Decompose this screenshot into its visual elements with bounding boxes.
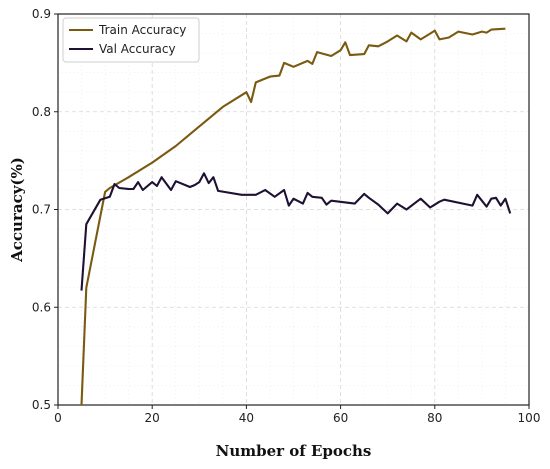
ticks: 0 20 40 60 80 100 0.5 0.6 0.7 0.8 0.9: [32, 7, 541, 425]
legend: Train Accuracy Val Accuracy: [62, 17, 200, 63]
y-tick-label: 0.7: [32, 203, 51, 217]
x-tick-label: 0: [54, 411, 62, 425]
grid: [57, 13, 530, 406]
series-line-train-accuracy: [80, 27, 506, 406]
x-tick-label: 20: [145, 411, 160, 425]
legend-label: Val Accuracy: [99, 42, 176, 56]
x-tick-label: 60: [333, 411, 348, 425]
y-axis-title: Accuracy(%): [8, 157, 26, 263]
series-line-val-accuracy: [80, 172, 512, 291]
series-group: [80, 27, 512, 406]
legend-box: [62, 17, 200, 63]
x-tick-label: 100: [518, 411, 541, 425]
y-tick-label: 0.6: [32, 300, 51, 314]
y-tick-label: 0.9: [32, 7, 51, 21]
x-tick-label: 40: [239, 411, 254, 425]
y-tick-label: 0.8: [32, 105, 51, 119]
x-axis-title: Number of Epochs: [216, 442, 372, 460]
legend-label: Train Accuracy: [98, 23, 186, 37]
x-tick-label: 80: [427, 411, 442, 425]
y-tick-label: 0.5: [32, 398, 51, 412]
